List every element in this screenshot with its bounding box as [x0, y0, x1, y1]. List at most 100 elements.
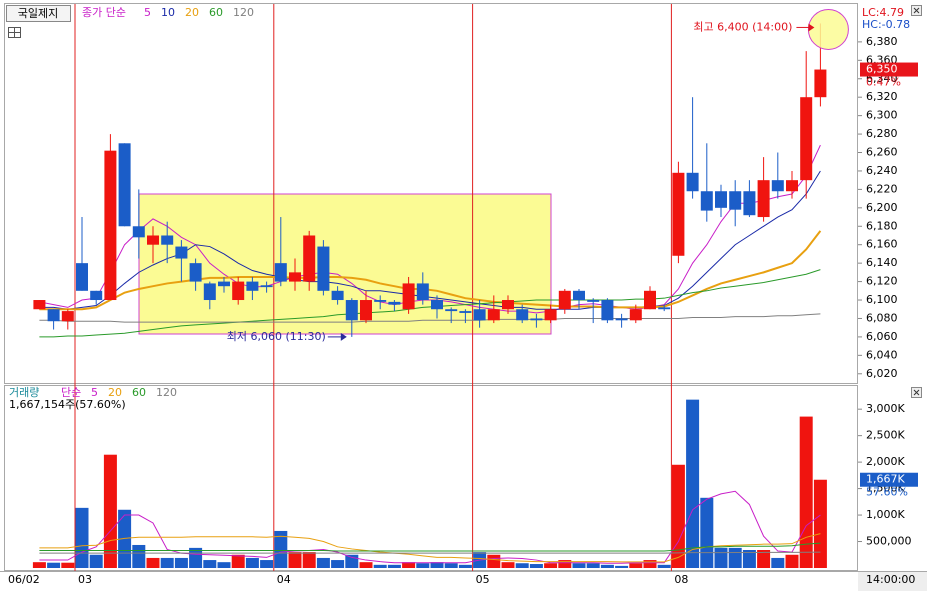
- x-tick-label: 04: [277, 573, 291, 586]
- volume-bar: [558, 560, 572, 568]
- legend-entry: 10: [161, 6, 175, 19]
- ratio-label: 57.60%: [866, 486, 908, 499]
- legend-title: 거래량: [9, 386, 39, 399]
- close-button[interactable]: [911, 5, 922, 16]
- volume-bar: [600, 564, 614, 568]
- change-label: 0.47%: [866, 76, 901, 89]
- candle-body: [289, 272, 301, 282]
- volume-bar: [657, 564, 671, 568]
- volume-bar: [643, 560, 657, 568]
- volume-bar: [146, 557, 160, 568]
- low-arrowhead: [340, 332, 347, 341]
- legend-entry: 120: [233, 6, 254, 19]
- candle-body: [601, 300, 614, 321]
- y-tick-label: 6,260: [866, 146, 898, 159]
- legend-entry: 120: [156, 386, 177, 399]
- hc-label: HC:-0.78: [862, 18, 910, 31]
- volume-info: 1,667,154주(57.60%): [9, 398, 126, 411]
- candle-body: [658, 307, 671, 310]
- low-label: 최저 6,060 (11:30): [227, 330, 326, 343]
- candle-body: [573, 290, 585, 301]
- y-tick-label: 6,100: [866, 293, 898, 306]
- ma-line: [39, 269, 821, 338]
- y-tick-label: 6,020: [866, 367, 898, 380]
- volume-bar: [260, 560, 274, 568]
- volume-bar: [387, 564, 401, 568]
- candle-body: [544, 309, 557, 321]
- candle-body: [459, 311, 472, 313]
- x-tick-label: 08: [674, 573, 688, 586]
- candle-body: [161, 235, 174, 245]
- volume-bar: [316, 557, 330, 568]
- volume-bar: [373, 564, 387, 568]
- legend-title: 종가 단순: [82, 6, 126, 19]
- candle-body: [374, 300, 387, 302]
- candle-body: [473, 309, 486, 321]
- y-tick-label: 6,140: [866, 256, 898, 269]
- volume-bar: [615, 565, 629, 568]
- volume-bar: [728, 547, 742, 568]
- legend-entry: 5: [91, 386, 98, 399]
- candle-body: [360, 300, 372, 321]
- candle-body: [516, 309, 529, 321]
- volume-ma-line: [39, 542, 821, 552]
- last-volume-box: [860, 472, 918, 487]
- candle-body: [686, 172, 699, 192]
- high-marker: [807, 8, 849, 50]
- candle-body: [416, 283, 429, 301]
- volume-bar: [742, 550, 756, 568]
- candle-body: [729, 191, 742, 210]
- volume-bar: [47, 562, 61, 568]
- legend-entry: 20: [185, 6, 199, 19]
- candle-body: [104, 150, 117, 301]
- x-tick-label: 06/02: [8, 573, 40, 586]
- button-x: [913, 7, 920, 14]
- last-price-box: [860, 62, 918, 77]
- y-tick-label: 6,300: [866, 109, 898, 122]
- x-tick-label: 03: [78, 573, 92, 586]
- volume-bar: [529, 564, 543, 568]
- y-tick-label: 6,320: [866, 90, 898, 103]
- candle-body: [672, 172, 685, 256]
- y-tick-label: 6,120: [866, 275, 898, 288]
- candle-body: [615, 318, 628, 321]
- volume-bar: [515, 563, 529, 568]
- candle-body: [629, 309, 642, 321]
- legend-entry: 60: [209, 6, 223, 19]
- candle-body: [118, 143, 131, 227]
- candle-body: [445, 309, 458, 312]
- legend-entry: 20: [108, 386, 122, 399]
- candle-body: [218, 281, 230, 287]
- candle-body: [175, 246, 188, 259]
- grid-icon[interactable]: [8, 27, 21, 38]
- candle-body: [345, 300, 358, 321]
- candle-body: [331, 290, 344, 301]
- candle-body: [700, 191, 713, 211]
- close-button[interactable]: [911, 387, 922, 398]
- candle-body: [431, 300, 443, 310]
- y-tick-label: 3,000K: [866, 402, 905, 415]
- volume-bar: [331, 560, 345, 568]
- volume-bar: [245, 557, 259, 568]
- candle-body: [203, 283, 216, 301]
- y-tick-label: 6,220: [866, 182, 898, 195]
- candle-body: [388, 301, 401, 305]
- volume-bar: [458, 564, 472, 568]
- candle-body: [715, 191, 727, 208]
- high-label: 최고 6,400 (14:00): [693, 20, 792, 33]
- y-tick-label: 500,000: [866, 535, 912, 548]
- volume-bar: [487, 554, 501, 568]
- volume-bar: [160, 557, 174, 568]
- volume-bar: [75, 507, 89, 568]
- volume-bar: [757, 550, 771, 568]
- volume-bar: [785, 554, 799, 568]
- volume-bar: [302, 552, 316, 568]
- volume-bar: [132, 544, 146, 568]
- candle-body: [757, 180, 770, 218]
- volume-bar: [61, 562, 75, 568]
- volume-bar: [700, 497, 714, 568]
- candle-body: [317, 246, 330, 291]
- volume-bar: [345, 554, 359, 568]
- volume-bar: [686, 399, 700, 568]
